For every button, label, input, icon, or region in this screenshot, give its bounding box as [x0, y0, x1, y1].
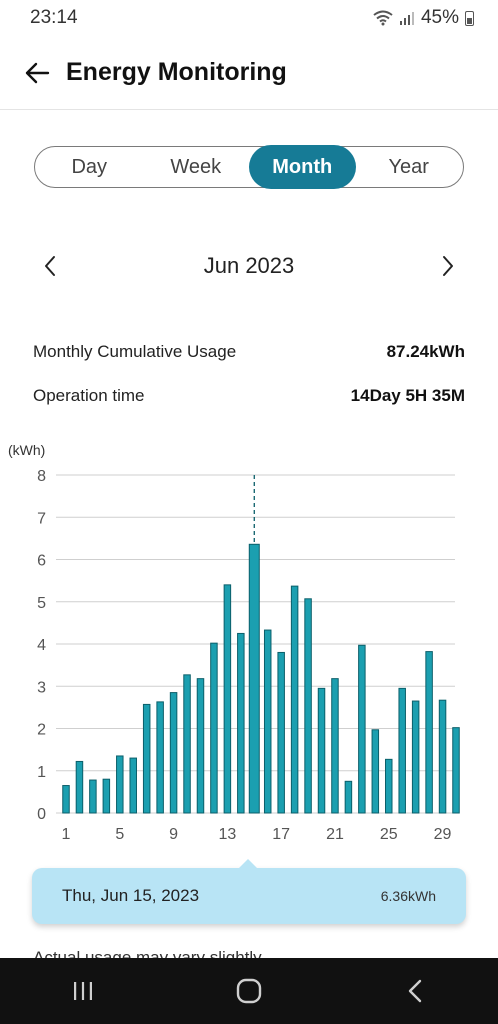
- y-tick-label: 6: [37, 553, 46, 570]
- status-time: 23:14: [30, 7, 78, 28]
- tab-month[interactable]: Month: [249, 145, 356, 189]
- status-indicators: 45%: [373, 7, 474, 29]
- y-tick-label: 8: [37, 468, 46, 485]
- x-tick-label: 25: [380, 826, 398, 843]
- x-tick-label: 17: [272, 826, 290, 843]
- usage-bar-day-20[interactable]: [317, 687, 326, 814]
- battery-icon: [465, 10, 474, 26]
- wifi-icon: [373, 10, 393, 26]
- y-tick-label: 7: [37, 510, 46, 527]
- tab-week[interactable]: Week: [170, 155, 222, 178]
- monthly-usage-value: 87.24kWh: [386, 342, 465, 361]
- x-tick-label: 29: [434, 826, 452, 843]
- tab-day[interactable]: Day: [71, 155, 108, 178]
- usage-bar-day-28[interactable]: [425, 651, 433, 814]
- usage-bar-day-30[interactable]: [452, 727, 460, 814]
- period-label: Jun 2023: [203, 253, 295, 278]
- system-navigation-bar: [0, 958, 498, 1024]
- usage-bar-day-13[interactable]: [223, 584, 232, 814]
- back-button[interactable]: [20, 56, 54, 90]
- page-title: Energy Monitoring: [66, 58, 287, 86]
- y-tick-label: 3: [37, 679, 46, 696]
- home-icon: [236, 978, 262, 1004]
- signal-icon: [399, 12, 414, 25]
- operation-time-row: Operation time 14Day 5H 35M: [33, 386, 465, 406]
- x-tick-label: 21: [326, 826, 344, 843]
- tooltip-date: Thu, Jun 15, 2023: [62, 886, 200, 905]
- y-tick-label: 1: [37, 764, 46, 781]
- chevron-left-icon: [45, 256, 55, 276]
- home-button[interactable]: [219, 966, 279, 1016]
- x-tick-label: 9: [169, 826, 178, 843]
- usage-bar-day-1[interactable]: [62, 785, 70, 814]
- usage-bar-day-3[interactable]: [89, 779, 97, 814]
- operation-time-label: Operation time: [33, 386, 145, 405]
- battery-percent: 45%: [420, 7, 459, 28]
- usage-bar-day-10[interactable]: [183, 674, 191, 814]
- y-tick-label: 2: [37, 722, 46, 739]
- monthly-usage-row: Monthly Cumulative Usage 87.24kWh: [33, 342, 465, 362]
- y-tick-label: 5: [37, 595, 46, 612]
- usage-bar-day-25[interactable]: [385, 758, 393, 814]
- usage-bar-day-23[interactable]: [358, 644, 366, 814]
- back-icon: [408, 979, 422, 1003]
- chevron-right-icon: [443, 256, 453, 276]
- usage-bar-day-8[interactable]: [156, 701, 164, 814]
- recent-apps-icon: [74, 982, 92, 1000]
- usage-bar-day-17[interactable]: [277, 651, 285, 814]
- usage-bar-day-26[interactable]: [398, 687, 406, 814]
- usage-bar-day-19[interactable]: [304, 598, 312, 814]
- x-tick-label: 1: [62, 826, 71, 843]
- usage-bar-day-18[interactable]: [290, 585, 299, 814]
- usage-bar-day-11[interactable]: [196, 678, 205, 814]
- usage-bar-day-15[interactable]: [248, 543, 260, 814]
- usage-bar-day-12[interactable]: [210, 642, 218, 814]
- y-tick-label: 0: [37, 806, 46, 823]
- next-period-button[interactable]: [428, 246, 468, 286]
- status-bar: 23:14 45%: [0, 0, 498, 36]
- recent-apps-button[interactable]: [53, 966, 113, 1016]
- y-axis-unit-label: (kWh): [8, 442, 45, 458]
- period-navigator: Jun 2023: [30, 244, 468, 288]
- app-header: Energy Monitoring: [0, 36, 498, 110]
- system-back-button[interactable]: [385, 966, 445, 1016]
- usage-bar-day-21[interactable]: [331, 678, 339, 814]
- usage-bar-day-4[interactable]: [102, 778, 111, 814]
- usage-bar-day-7[interactable]: [142, 703, 151, 814]
- usage-bar-day-22[interactable]: [344, 780, 353, 814]
- y-tick-label: 4: [37, 637, 46, 654]
- usage-bar-day-24[interactable]: [371, 729, 380, 814]
- period-tabs: Day Week Month Year: [34, 145, 464, 189]
- usage-bar-day-6[interactable]: [129, 757, 137, 814]
- usage-bar-day-2[interactable]: [75, 760, 84, 814]
- usage-bar-day-5[interactable]: [116, 755, 124, 814]
- usage-bar-day-16[interactable]: [263, 629, 272, 814]
- x-tick-label: 13: [218, 826, 236, 843]
- usage-bar-day-9[interactable]: [169, 692, 178, 814]
- back-arrow-icon: [25, 62, 50, 83]
- usage-bar-day-27[interactable]: [411, 700, 420, 814]
- tooltip-value: 6.36kWh: [380, 888, 436, 904]
- previous-period-button[interactable]: [30, 246, 70, 286]
- usage-bar-day-14[interactable]: [237, 632, 245, 814]
- operation-time-value: 14Day 5H 35M: [350, 386, 465, 405]
- x-tick-label: 5: [115, 826, 124, 843]
- usage-bar-day-29[interactable]: [438, 699, 447, 814]
- tab-year[interactable]: Year: [388, 155, 429, 178]
- monthly-usage-label: Monthly Cumulative Usage: [33, 342, 237, 361]
- selected-day-tooltip: Thu, Jun 15, 2023 6.36kWh: [32, 859, 466, 924]
- usage-chart[interactable]: (kWh) 0 1 2 3 4 5 6 7 8 1 5 9 13 17 21 25 29: [0, 434, 498, 854]
